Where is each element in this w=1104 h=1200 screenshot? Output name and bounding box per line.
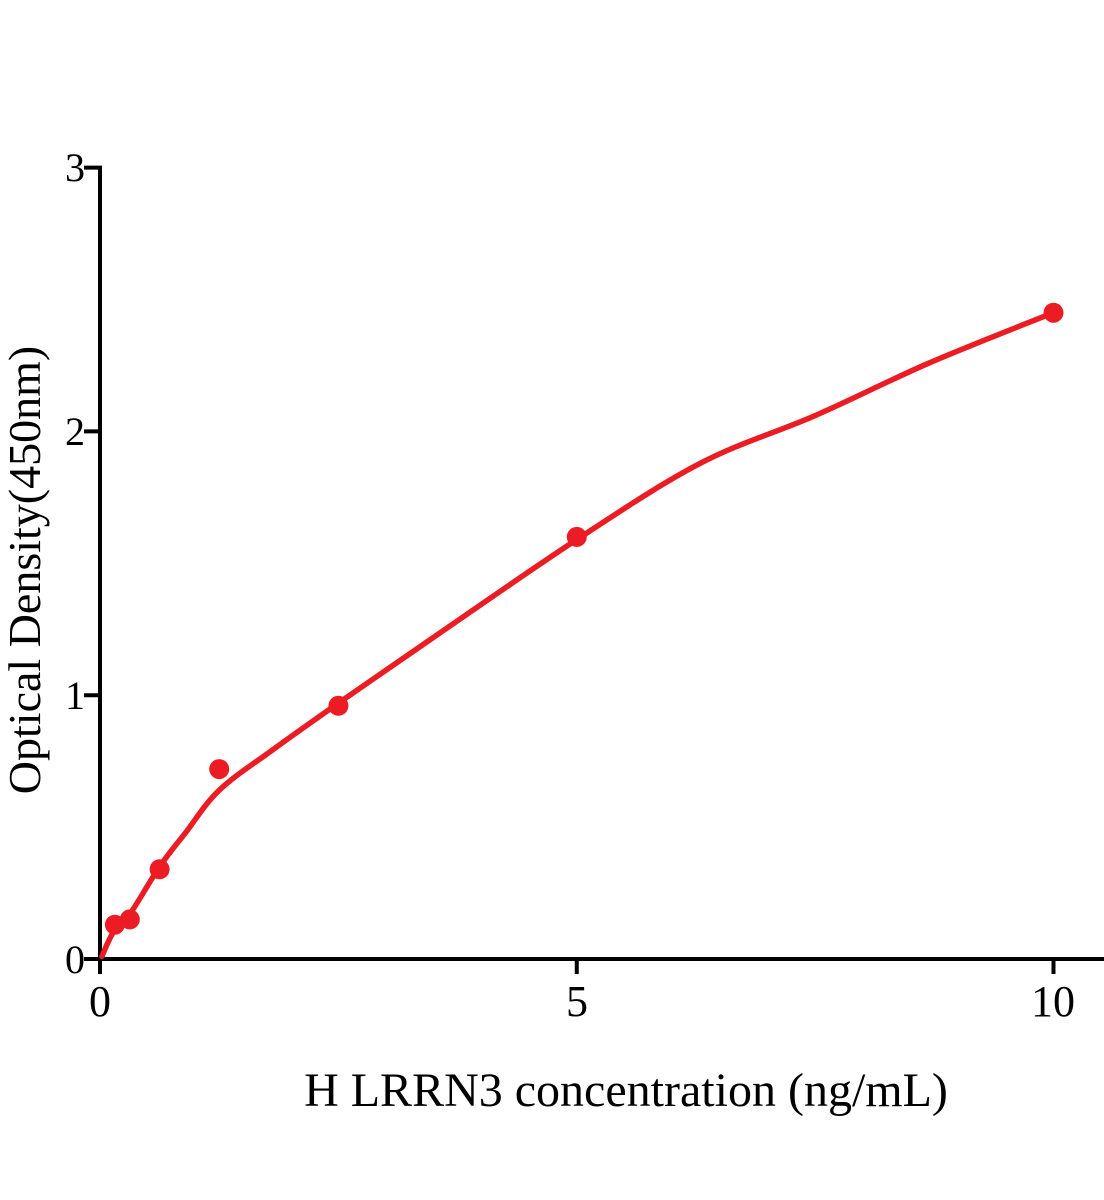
data-point xyxy=(328,695,349,716)
x-tick-label-10: 10 xyxy=(1031,977,1075,1026)
data-point xyxy=(119,909,140,930)
y-tick-label-3: 3 xyxy=(65,145,85,190)
fitted-curve-path xyxy=(99,309,1057,960)
y-tick-label-1: 1 xyxy=(65,673,85,718)
x-axis-title: H LRRN3 concentration (ng/mL) xyxy=(304,1064,948,1117)
y-axis-title: Optical Density(450nm) xyxy=(0,346,50,794)
data-point xyxy=(149,859,170,880)
y-tick-label-2: 2 xyxy=(65,409,85,454)
data-point xyxy=(566,526,587,547)
y-tick-label-0: 0 xyxy=(65,937,85,982)
x-tick-label-0: 0 xyxy=(89,977,111,1026)
data-point xyxy=(1043,302,1064,323)
axis-lines xyxy=(98,165,1104,961)
data-points-group xyxy=(104,302,1064,935)
data-point xyxy=(209,759,230,780)
x-tick-label-5: 5 xyxy=(566,977,588,1026)
axis-ticks xyxy=(84,165,1056,974)
